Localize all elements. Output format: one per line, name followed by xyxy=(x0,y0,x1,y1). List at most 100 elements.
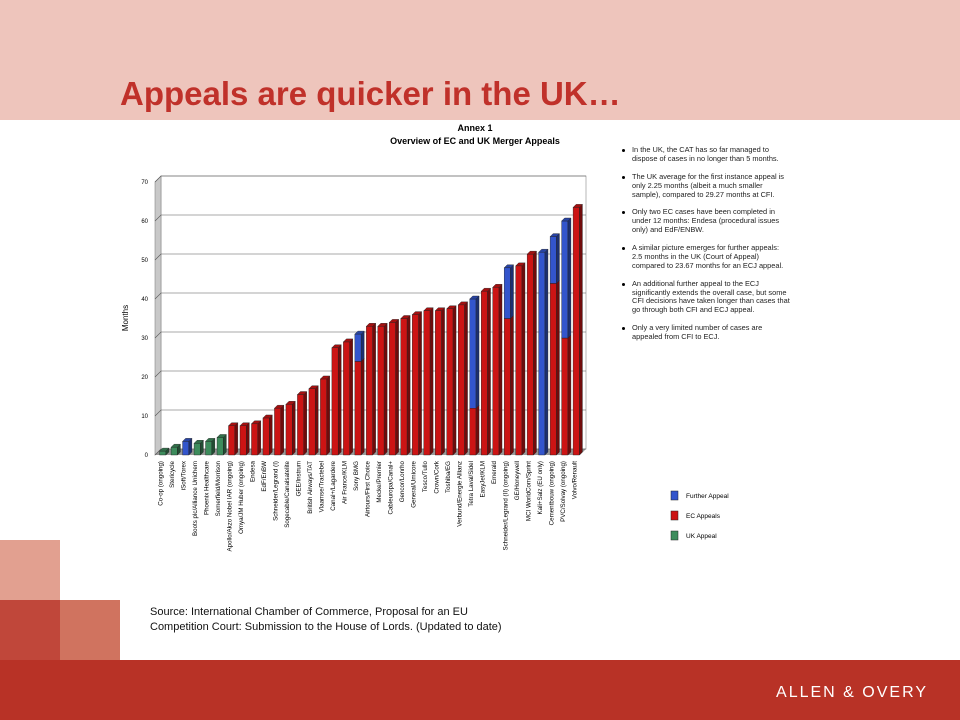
bar-face xyxy=(170,447,178,456)
x-tick-label: Volvo/Renault xyxy=(571,461,578,499)
bar xyxy=(239,422,250,456)
bar xyxy=(480,287,492,456)
x-tick-label: Cableuropa/Canal+ xyxy=(387,461,394,515)
bar-face xyxy=(411,311,423,315)
bar-face xyxy=(383,322,388,456)
bar xyxy=(331,344,342,456)
bar xyxy=(561,217,572,339)
bullet: An additional further appeal to the ECJ … xyxy=(622,279,790,316)
bar-face xyxy=(257,420,261,456)
bar-face xyxy=(549,283,557,456)
x-tick-label: PVC/Solvay (ongoing) xyxy=(560,461,567,522)
grid-line xyxy=(154,214,586,222)
x-tick-label: MCI WorldCom/Sprint xyxy=(525,461,532,521)
bullet-list: In the UK, the CAT has so far managed to… xyxy=(622,145,790,351)
x-tick-label: iSoft/Torex xyxy=(181,460,188,490)
bar-face xyxy=(498,283,503,456)
x-tick-label: Kali+Salz (EU only) xyxy=(537,461,544,514)
bar-face xyxy=(354,333,362,362)
bar xyxy=(515,262,526,456)
bar-face xyxy=(469,408,477,456)
x-tick-label: Schneider/Legrand (I) xyxy=(273,461,280,521)
bar-face xyxy=(274,408,281,456)
bar-face xyxy=(388,319,400,323)
bar-face xyxy=(538,251,546,456)
x-tick-label: Apollo/Akzo Nobel IAR (ongoing) xyxy=(227,461,234,551)
bar-face xyxy=(556,279,560,456)
bar xyxy=(503,315,514,456)
bullet: In the UK, the CAT has so far managed to… xyxy=(622,145,790,164)
x-tick-label: Air France/KLM xyxy=(342,461,349,504)
x-tick-label: Omya/JM Huber (ongoing) xyxy=(238,461,245,534)
bar-face xyxy=(159,447,170,452)
bar-face xyxy=(567,217,572,339)
bar-face xyxy=(331,347,339,456)
x-tick-label: Vlaamse/Tractebel xyxy=(319,461,326,512)
y-tick-label: 20 xyxy=(141,375,148,381)
bar xyxy=(526,250,537,456)
deco xyxy=(0,540,60,600)
bar-face xyxy=(492,284,503,288)
bar-face xyxy=(205,441,213,456)
bar-face xyxy=(457,301,469,306)
bar-face xyxy=(280,404,284,456)
x-tick-label: Sony BMG xyxy=(353,461,360,491)
bar xyxy=(469,295,480,409)
bar xyxy=(561,334,572,456)
bar-face xyxy=(262,414,273,419)
bar-face xyxy=(515,262,526,267)
y-tick-label: 10 xyxy=(141,414,148,420)
bar-face xyxy=(549,236,557,284)
x-tick-label: Stericycle xyxy=(169,460,176,487)
bar-face xyxy=(273,405,285,409)
header-band xyxy=(0,0,960,120)
bar xyxy=(503,264,514,319)
x-tick-label: Somerfield/Morrison xyxy=(215,460,222,516)
y-tick-label: 60 xyxy=(141,219,148,225)
bar-face xyxy=(170,444,181,448)
bullet: The UK average for the first instance ap… xyxy=(622,172,790,200)
chart-subtitle: Overview of EC and UK Merger Appeals xyxy=(390,136,560,146)
bar-face xyxy=(487,287,491,456)
deco xyxy=(0,600,60,660)
bar-face xyxy=(503,264,514,268)
bar-face xyxy=(561,337,569,456)
bar-face xyxy=(234,422,239,456)
bar-face xyxy=(372,322,376,456)
bar-face xyxy=(377,326,385,456)
bar-face xyxy=(320,378,327,456)
bar-face xyxy=(354,361,362,456)
legend-label: Further Appeal xyxy=(686,493,729,500)
bar xyxy=(365,322,377,456)
bar-face xyxy=(389,322,396,456)
x-tick-label: Sogecable/Canalsatelite xyxy=(284,460,291,527)
bar-face xyxy=(579,203,583,456)
bar-face xyxy=(423,310,431,456)
x-tick-label: EdF/EnBW xyxy=(261,461,268,492)
bar xyxy=(549,233,560,284)
x-tick-label: Emerald xyxy=(491,460,498,484)
bar xyxy=(262,414,273,456)
bar-face xyxy=(521,262,526,456)
x-tick-label: Airtours/First Choice xyxy=(365,460,372,517)
bar-face xyxy=(400,318,408,456)
bar-face xyxy=(452,305,457,456)
x-tick-label: EasyJet/KLM xyxy=(479,461,486,497)
bar-face xyxy=(269,414,273,456)
grid-line xyxy=(154,253,586,261)
chart-title: Annex 1 xyxy=(457,123,492,133)
bar xyxy=(159,447,170,456)
bar-face xyxy=(475,295,480,409)
bar xyxy=(182,437,193,456)
bar-face xyxy=(400,315,411,319)
x-tick-label: Canal+/Lagardere xyxy=(330,460,337,510)
bar-face xyxy=(239,422,250,426)
bar-face xyxy=(228,422,239,426)
bar xyxy=(205,437,216,456)
x-tick-label: British Airways/TAT xyxy=(307,461,314,514)
x-tick-label: GE/Honeywell xyxy=(514,461,521,500)
bar-face xyxy=(308,388,316,456)
bar-face xyxy=(296,391,308,395)
x-tick-label: Boots plc/Alliance Unichem xyxy=(192,461,199,536)
